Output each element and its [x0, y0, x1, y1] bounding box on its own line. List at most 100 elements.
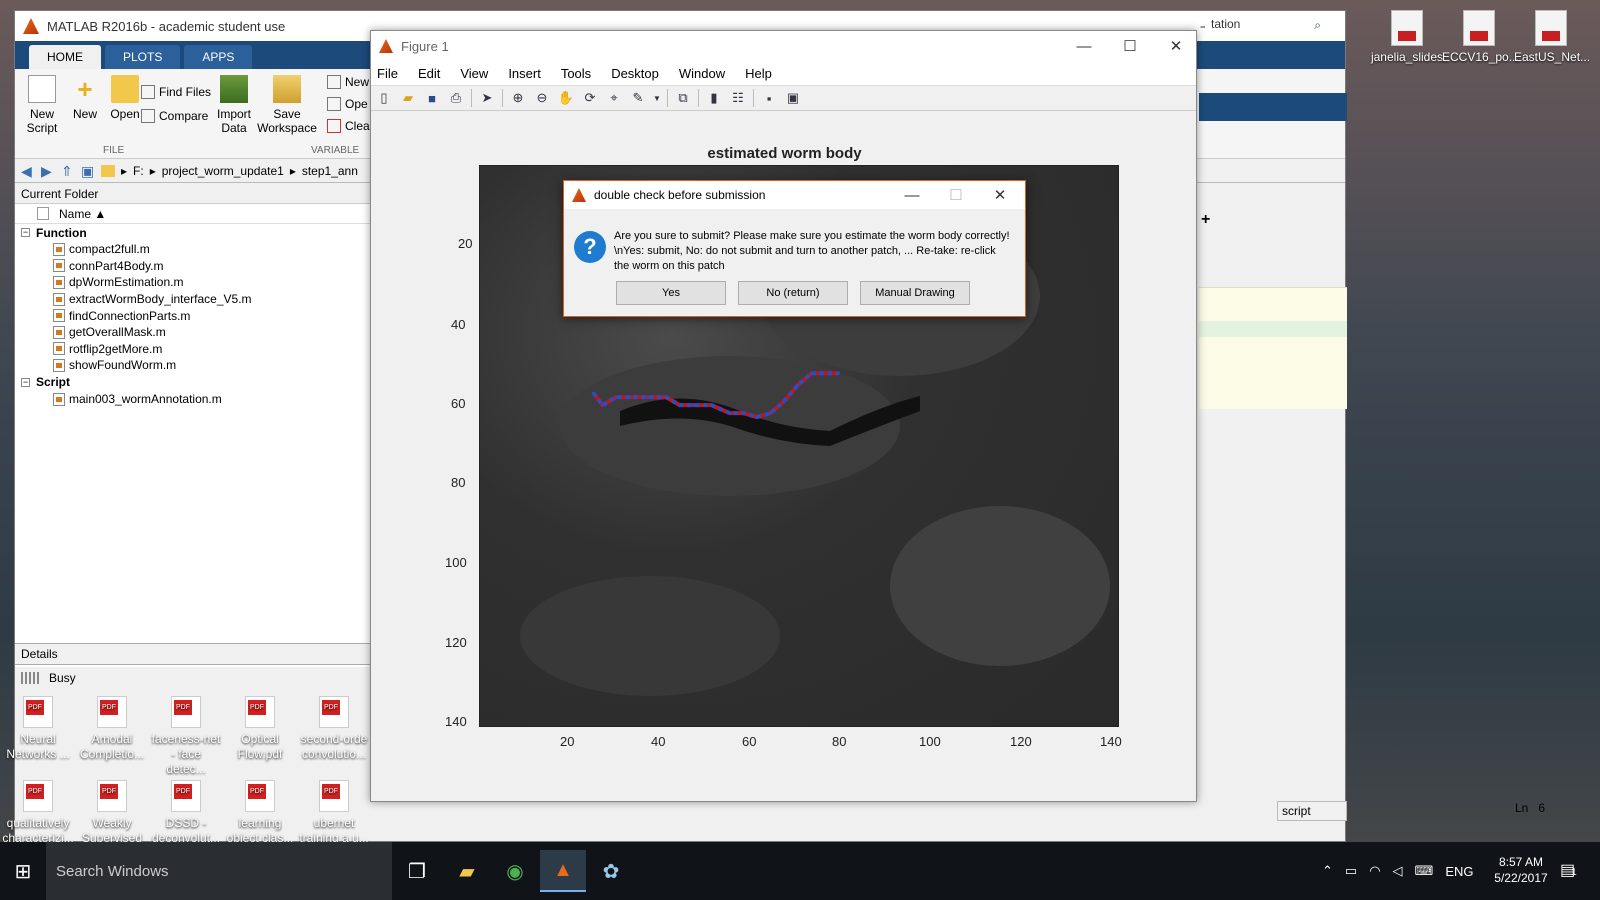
print-icon[interactable]: ⎙ [450, 90, 462, 105]
desktop-icon[interactable]: DSSD - deconvolut... [150, 780, 222, 846]
link-plot-icon[interactable]: ⧉ [678, 90, 688, 105]
new-button[interactable]: + New [72, 74, 97, 121]
menu-tools[interactable]: Tools [560, 65, 592, 81]
m-file-icon [53, 292, 65, 306]
volume-icon[interactable]: ◁ [1392, 863, 1403, 878]
back-arrow-icon[interactable]: ◀ [21, 162, 32, 179]
list-item[interactable]: rotflip2getMore.m [15, 341, 370, 358]
language-indicator[interactable]: ENG [1445, 863, 1474, 879]
keyboard-icon[interactable]: ⌨ [1414, 863, 1434, 878]
desktop-icon-eccv[interactable]: ECCV16_po... [1442, 10, 1519, 64]
show-plot-tools-icon[interactable]: ▣ [786, 90, 800, 105]
new-figure-icon[interactable]: ▯ [380, 90, 388, 105]
menu-desktop[interactable]: Desktop [611, 65, 659, 81]
minimize-icon[interactable]: — [1076, 37, 1092, 55]
paint-icon[interactable]: ✿ [602, 860, 620, 883]
new-variable-button[interactable]: New [327, 75, 369, 89]
desktop-icon[interactable]: qualitatively characterizi... [2, 780, 74, 846]
no-return-button[interactable]: No (return) [738, 281, 848, 305]
desktop-icon[interactable]: Neural Networks ... [2, 696, 74, 762]
desktop-icon[interactable]: second-orde convolutio... [298, 696, 370, 762]
collapse-icon[interactable]: − [21, 376, 30, 387]
menu-file[interactable]: File [377, 65, 398, 81]
import-data-button[interactable]: Import Data [211, 75, 257, 135]
pan-icon[interactable]: ✋ [557, 90, 575, 105]
save-icon[interactable]: ■ [428, 90, 436, 106]
menu-view[interactable]: View [460, 65, 489, 81]
file-explorer-icon[interactable]: ▰ [459, 860, 475, 883]
open-file-icon[interactable]: ▰ [403, 90, 413, 105]
breadcrumb-project[interactable]: project_worm_update1 [161, 163, 284, 178]
find-files-button[interactable]: Find Files [141, 85, 211, 99]
list-item[interactable]: main003_wormAnnotation.m [15, 391, 370, 408]
desktop-icon[interactable]: learning object clas... [224, 780, 296, 846]
list-item[interactable]: findConnectionParts.m [15, 307, 370, 324]
tab-plots[interactable]: PLOTS [105, 45, 181, 69]
yes-button[interactable]: Yes [616, 281, 726, 305]
menu-edit[interactable]: Edit [417, 65, 441, 81]
menu-window[interactable]: Window [678, 65, 726, 81]
colorbar-icon[interactable]: ▮ [710, 90, 718, 105]
forward-arrow-icon[interactable]: ▶ [41, 162, 52, 179]
desktop-icon[interactable]: faceness-net - face detec... [150, 696, 222, 777]
browse-folder-icon[interactable]: ▣ [81, 162, 95, 179]
breadcrumb-drive[interactable]: F: [133, 163, 144, 178]
breadcrumb-step1[interactable]: step1_ann [301, 163, 358, 178]
name-column-header[interactable]: Name ▲ [15, 204, 370, 224]
save-workspace-button[interactable]: Save Workspace [257, 75, 317, 135]
list-item[interactable]: extractWormBody_interface_V5.m [15, 291, 370, 308]
collapse-icon[interactable]: − [21, 227, 30, 237]
open-variable-button[interactable]: Ope [327, 97, 368, 111]
search-box[interactable]: tation ⌕ [1205, 17, 1325, 35]
desktop-icon[interactable]: Amodal Completio... [76, 696, 148, 762]
list-item[interactable]: compact2full.m [15, 241, 370, 258]
new-script-button[interactable]: New Script [21, 75, 63, 135]
taskbar-search[interactable]: Search Windows [46, 842, 392, 900]
desktop-icon[interactable]: ubernet training a u... [298, 780, 370, 846]
up-folder-icon[interactable]: ⇑ [61, 162, 73, 179]
clock[interactable]: 8:57 AM 5/22/2017 [1484, 854, 1558, 886]
list-item[interactable]: dpWormEstimation.m [15, 274, 370, 291]
task-view-icon[interactable]: ❐ [408, 860, 426, 883]
list-item[interactable]: getOverallMask.m [15, 324, 370, 341]
details-panel[interactable]: Details [15, 643, 371, 665]
legend-icon[interactable]: ☷ [732, 90, 744, 105]
chrome-icon[interactable]: ◉ [506, 860, 524, 883]
minimize-icon[interactable]: — [904, 186, 920, 204]
rotate-icon[interactable]: ⟳ [584, 90, 596, 105]
desktop-icon[interactable]: Weakly Supervised ... [76, 780, 148, 861]
desktop-icon-janelia[interactable]: janelia_slides [1370, 10, 1444, 64]
zoom-out-icon[interactable]: ⊖ [536, 90, 548, 105]
menu-help[interactable]: Help [745, 65, 772, 81]
desktop-icon[interactable]: Optical Flow.pdf [224, 696, 296, 762]
brush-icon[interactable]: ✎ [632, 90, 644, 105]
close-icon[interactable]: ✕ [993, 187, 1007, 204]
editor-area[interactable] [1199, 231, 1347, 411]
compare-button[interactable]: Compare [141, 109, 208, 123]
maximize-icon[interactable]: ☐ [1123, 38, 1137, 55]
matlab-taskbar-icon[interactable]: ▲ [540, 850, 586, 892]
pointer-icon[interactable]: ➤ [481, 90, 493, 105]
open-button[interactable]: Open [103, 75, 147, 121]
chevron-down-icon[interactable]: ▼ [653, 93, 661, 103]
data-cursor-icon[interactable]: ⌖ [610, 90, 618, 105]
hide-plot-tools-icon[interactable]: ▪ [766, 90, 772, 106]
group-function[interactable]: − Function [21, 225, 87, 240]
battery-icon[interactable]: ▭ [1344, 863, 1358, 878]
desktop-icon-eastus[interactable]: EastUS_Net... [1514, 10, 1590, 64]
chevron-up-icon[interactable]: ⌃ [1322, 863, 1333, 878]
menu-insert[interactable]: Insert [508, 65, 541, 81]
manual-drawing-button[interactable]: Manual Drawing [860, 281, 970, 305]
list-item[interactable]: connPart4Body.m [15, 258, 370, 275]
windows-start-icon[interactable]: ⊞ [14, 860, 32, 883]
notification-center-icon[interactable]: ▤1 [1560, 862, 1577, 879]
clear-workspace-button[interactable]: Clea [327, 119, 370, 133]
close-icon[interactable]: ✕ [1169, 38, 1183, 55]
tab-home[interactable]: HOME [29, 45, 101, 69]
tab-apps[interactable]: APPS [184, 45, 253, 69]
list-item[interactable]: showFoundWorm.m [15, 357, 370, 374]
group-script[interactable]: − Script [21, 375, 71, 390]
wifi-icon[interactable]: ◠ [1369, 863, 1381, 878]
editor-tab-add-icon[interactable]: + [1201, 211, 1211, 228]
zoom-in-icon[interactable]: ⊕ [512, 90, 524, 105]
